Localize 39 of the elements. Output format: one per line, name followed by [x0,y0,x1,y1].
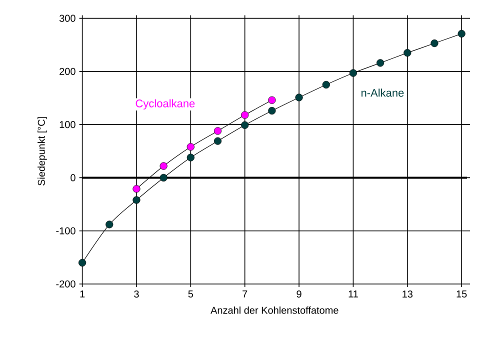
y-axis-title: Siedepunkt [°C] [38,117,47,186]
point [160,174,168,182]
point [214,137,222,145]
point [458,30,466,38]
point [186,143,194,151]
y-tick-label: -200 [56,280,76,288]
x-tick-label: 13 [402,290,413,298]
point [106,220,114,228]
point [322,80,330,89]
point [241,121,249,129]
x-tick-label: 15 [456,290,467,298]
point [132,185,140,193]
point [214,127,222,135]
x-tick-label: 1 [80,290,85,298]
x-tick-label: 3 [134,290,139,298]
point [78,258,86,267]
point [132,196,140,204]
y-tick-label: 200 [60,68,76,75]
x-tick-label: 7 [242,290,248,298]
y-tick-label: 0 [70,174,76,182]
y-tick-label: 300 [59,14,76,22]
point [376,59,384,67]
x-tick-label: 9 [296,290,302,298]
y-tick-label: 100 [60,121,76,128]
y-tick-label: -100 [56,227,76,234]
point [241,111,249,119]
point [268,106,276,115]
text: Cycloalkane [136,99,195,110]
series-label: n-Alkane [362,88,404,97]
point [268,96,276,104]
point [295,94,303,102]
x-axis-title: Anzahl der Kohlenstoffatome [210,306,338,314]
x-tick-label: 5 [188,290,194,298]
point [186,154,194,162]
x-tick-label: 11 [348,290,358,298]
point [430,39,438,48]
point [349,69,358,77]
point [160,162,168,170]
point [404,49,412,57]
